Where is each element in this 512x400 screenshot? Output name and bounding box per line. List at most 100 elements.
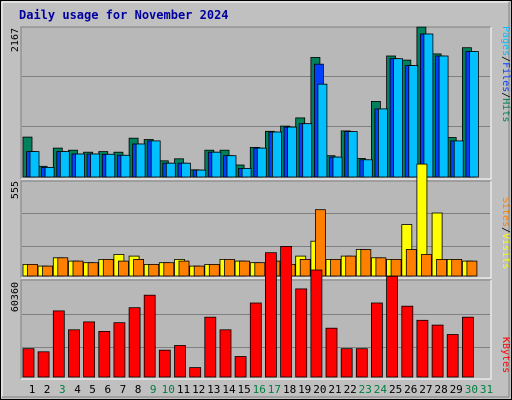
legend-item-1-0: Sites [500, 197, 511, 227]
bar-pages-day-11 [181, 162, 191, 178]
legend-item-2-0: KBytes [500, 337, 511, 373]
bar-kbytes-day-29 [446, 334, 459, 378]
bar-sites-day-8 [133, 258, 145, 277]
kbytes-legend: KBytes [500, 337, 511, 373]
legend-item-1-1: / [500, 227, 511, 233]
bar-pages-day-26 [408, 65, 419, 178]
bar-sites-day-5 [87, 262, 99, 277]
x-tick-label-23: 23 [359, 383, 372, 396]
bar-kbytes-day-2 [37, 351, 50, 378]
x-tick-label-11: 11 [177, 383, 190, 396]
bar-pages-day-12 [196, 169, 207, 178]
x-tick-label-31: 31 [480, 383, 493, 396]
x-tick-label-27: 27 [419, 383, 432, 396]
x-tick-label-20: 20 [313, 383, 326, 396]
bar-pages-day-27 [423, 33, 434, 178]
bar-kbytes-day-10 [158, 349, 171, 378]
x-tick-label-26: 26 [404, 383, 417, 396]
legend-item-0-2: Files [500, 62, 511, 92]
bar-sites-day-24 [375, 257, 387, 277]
bar-pages-day-24 [377, 108, 388, 178]
bar-sites-day-28 [436, 258, 448, 277]
bar-sites-day-26 [405, 249, 417, 277]
bar-sites-day-25 [390, 258, 402, 277]
kbytes-ymax-label: 60360 [10, 282, 21, 312]
x-tick-label-24: 24 [374, 383, 388, 396]
bar-kbytes-day-16 [249, 302, 262, 378]
bar-kbytes-day-7 [113, 322, 126, 378]
x-tick-label-10: 10 [162, 383, 175, 396]
x-tick-label-16: 16 [253, 383, 266, 396]
bar-kbytes-day-6 [98, 330, 111, 378]
bar-pages-day-8 [135, 143, 146, 178]
visits-legend: Sites/Visits [500, 197, 511, 269]
bar-sites-day-1 [27, 263, 38, 277]
bar-pages-day-18 [287, 126, 298, 178]
bar-sites-day-3 [57, 257, 69, 277]
bar-pages-day-5 [90, 153, 100, 178]
legend-item-0-1: / [500, 56, 511, 62]
bar-sites-day-21 [330, 258, 341, 277]
bar-kbytes-day-30 [461, 316, 474, 378]
bar-kbytes-day-20 [310, 269, 323, 378]
x-tick-label-12: 12 [192, 383, 205, 396]
bar-kbytes-day-13 [204, 316, 217, 378]
bar-pages-day-10 [165, 162, 176, 178]
bar-kbytes-day-11 [174, 345, 186, 378]
bar-kbytes-day-1 [22, 348, 35, 378]
bar-kbytes-day-25 [386, 275, 399, 378]
legend-item-0-0: Pages [500, 26, 511, 56]
x-tick-label-4: 4 [74, 383, 81, 396]
x-tick-label-28: 28 [434, 383, 447, 396]
x-tick-label-14: 14 [222, 383, 236, 396]
x-tick-label-9: 9 [150, 383, 157, 396]
bar-pages-day-30 [468, 51, 479, 178]
bar-pages-day-17 [271, 131, 282, 178]
x-tick-label-17: 17 [268, 383, 281, 396]
x-tick-label-25: 25 [389, 383, 402, 396]
legend-item-0-4: Hits [500, 98, 511, 122]
bar-pages-day-19 [302, 123, 313, 178]
bar-kbytes-day-21 [325, 327, 338, 378]
bar-pages-day-23 [362, 159, 373, 178]
x-axis-labels: 1 2 3 4 5 6 7 8 9 10 11 12 13 14 15 16 17 18 19 20 21 22 23 24 2… [29, 383, 493, 396]
x-tick-label-18: 18 [283, 383, 296, 396]
x-tick-label-2: 2 [44, 383, 51, 396]
x-tick-label-15: 15 [237, 383, 250, 396]
bar-sites-day-22 [345, 255, 357, 277]
bar-pages-day-1 [29, 151, 40, 178]
legend-item-0-3: / [500, 92, 511, 98]
bar-sites-day-6 [102, 258, 114, 277]
hits-legend: Pages/Files/Hits [500, 26, 511, 122]
bar-sites-day-11 [178, 260, 190, 277]
bar-sites-day-20 [314, 209, 326, 277]
bar-pages-day-2 [44, 166, 55, 178]
bar-pages-day-25 [393, 58, 404, 178]
bar-kbytes-day-28 [431, 324, 444, 378]
bar-kbytes-day-3 [52, 310, 65, 378]
bar-kbytes-day-27 [416, 319, 429, 378]
hits-ymax-label: 2167 [10, 28, 21, 52]
bar-sites-day-10 [163, 262, 175, 277]
bar-sites-day-2 [42, 265, 53, 277]
bar-kbytes-day-18 [280, 245, 293, 378]
x-tick-label-5: 5 [89, 383, 96, 396]
bar-sites-day-7 [118, 260, 129, 277]
bar-kbytes-day-8 [128, 307, 141, 378]
bar-sites-day-12 [193, 265, 205, 277]
visits-ymax-label: 555 [10, 181, 21, 199]
bar-pages-day-20 [317, 83, 328, 178]
x-tick-label-6: 6 [104, 383, 111, 396]
bar-pages-day-28 [438, 55, 449, 178]
x-tick-label-19: 19 [298, 383, 311, 396]
bar-kbytes-day-5 [83, 321, 95, 378]
x-tick-label-30: 30 [465, 383, 478, 396]
bar-pages-day-15 [241, 167, 252, 178]
bar-kbytes-day-15 [234, 356, 247, 378]
bar-sites-day-4 [72, 260, 84, 277]
bar-kbytes-day-17 [264, 252, 277, 378]
x-tick-label-29: 29 [450, 383, 463, 396]
bar-kbytes-day-23 [355, 348, 368, 378]
chart-title: Daily usage for November 2024 [19, 8, 229, 22]
bar-sites-day-27 [420, 254, 432, 277]
